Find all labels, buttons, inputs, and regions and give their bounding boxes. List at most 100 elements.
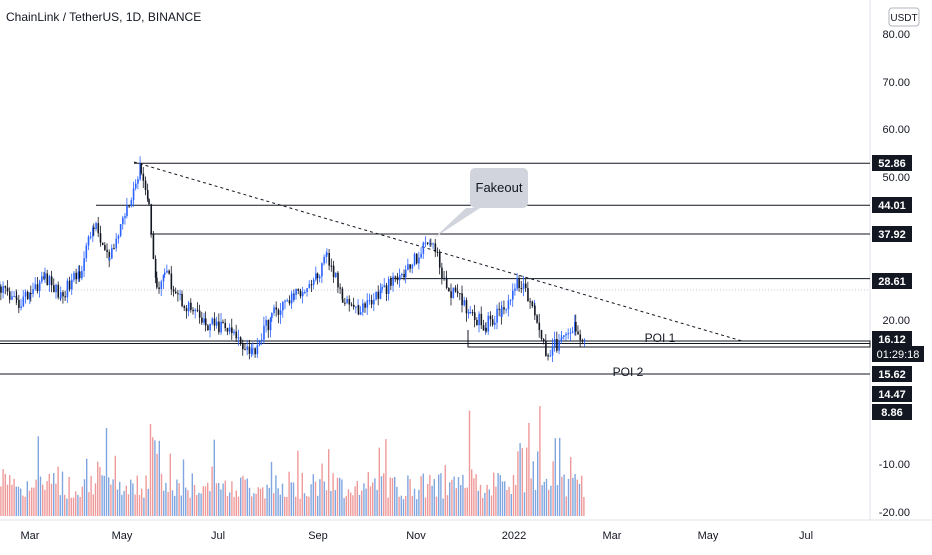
volume-bar xyxy=(471,469,473,516)
candle-body xyxy=(134,183,137,189)
candle-body xyxy=(237,337,240,339)
level-price-label: 28.61 xyxy=(878,276,906,288)
candle-body xyxy=(387,279,390,294)
candle-body xyxy=(2,286,4,293)
volume-bar xyxy=(482,497,484,516)
volume-bar xyxy=(457,477,460,516)
volume-bar xyxy=(53,473,55,516)
candle-body xyxy=(540,329,543,339)
volume-bar xyxy=(86,458,88,516)
level-price-tag xyxy=(872,404,912,420)
candle-body xyxy=(258,341,261,346)
candle-body xyxy=(244,349,246,351)
volume-bar xyxy=(508,486,510,516)
candle-body xyxy=(108,251,111,261)
chart-title: ChainLink / TetherUS, 1D, BINANCE xyxy=(6,10,202,24)
volume-bar xyxy=(279,494,281,516)
candle-body xyxy=(512,290,514,300)
volume-bar xyxy=(541,485,543,516)
volume-bar xyxy=(189,497,191,516)
volume-bar xyxy=(559,437,561,516)
candle-body xyxy=(148,199,150,205)
volume-bar xyxy=(504,481,506,516)
volume-bar xyxy=(411,495,413,516)
volume-bar xyxy=(479,484,482,516)
volume-bar xyxy=(400,495,402,516)
candle-body xyxy=(203,318,205,323)
candle-body xyxy=(71,279,73,290)
level-price-label: 15.62 xyxy=(878,369,906,381)
currency-badge[interactable] xyxy=(888,7,920,27)
volume-bar xyxy=(332,473,334,516)
candle-body xyxy=(4,286,7,288)
candle-body xyxy=(350,304,353,306)
candle-body xyxy=(68,280,71,290)
candle-body xyxy=(160,281,163,289)
y-tick-label: 20.00 xyxy=(882,315,910,327)
x-tick-label: May xyxy=(698,530,719,542)
volume-bar xyxy=(383,473,385,516)
candle-body xyxy=(213,318,216,326)
volume-bar xyxy=(308,496,310,516)
candle-body xyxy=(48,276,51,285)
volume-bar xyxy=(374,478,376,516)
volume-bar xyxy=(57,466,59,516)
candle-body xyxy=(478,313,480,326)
volume-bar xyxy=(268,487,270,516)
level-price-label: 52.86 xyxy=(878,158,906,170)
volume-bar xyxy=(154,440,156,516)
volume-bar xyxy=(242,475,244,516)
candle-body xyxy=(501,307,503,317)
volume-bar xyxy=(321,463,323,516)
volume-bar xyxy=(420,476,422,516)
volume-bar xyxy=(68,476,70,516)
candle-body xyxy=(312,279,315,285)
candle-body xyxy=(518,278,520,288)
candle-body xyxy=(379,289,382,299)
volume-bar xyxy=(119,481,121,516)
volume-bar xyxy=(156,453,158,516)
candle-body xyxy=(308,284,311,289)
volume-bar xyxy=(31,487,33,516)
candle-body xyxy=(34,284,37,290)
candle-body xyxy=(288,300,291,304)
volume-bar xyxy=(167,491,169,516)
volume-bar xyxy=(554,438,556,516)
candle-body xyxy=(316,273,319,279)
candle-body xyxy=(577,331,579,335)
volume-bar xyxy=(202,486,204,516)
candle-body xyxy=(115,238,118,249)
candle-body xyxy=(411,264,414,269)
candle-body xyxy=(293,294,295,300)
volume-bar xyxy=(358,494,361,516)
volume-bar xyxy=(72,497,75,516)
volume-bar xyxy=(376,489,378,516)
candle-body xyxy=(8,291,11,300)
volume-bar xyxy=(130,479,132,516)
candle-body xyxy=(583,339,586,341)
candle-body xyxy=(326,253,328,255)
volume-bar xyxy=(114,455,116,516)
candle-body xyxy=(228,327,231,332)
volume-bar xyxy=(475,474,477,516)
candle-body xyxy=(452,287,455,298)
candle-body xyxy=(485,327,487,332)
volume-bar xyxy=(226,495,229,516)
volume-bar xyxy=(319,479,321,516)
candle-body xyxy=(394,276,397,278)
candle-body xyxy=(569,332,572,334)
candle-body xyxy=(248,346,251,354)
volume-bar xyxy=(237,496,240,516)
volume-bar xyxy=(323,481,325,516)
volume-bar xyxy=(317,495,319,516)
volume-bar xyxy=(545,478,548,516)
candle-body xyxy=(36,284,39,292)
y-tick-label: 70.00 xyxy=(882,77,910,89)
candle-body xyxy=(491,319,494,325)
candle-body xyxy=(269,318,272,331)
volume-bar xyxy=(180,495,182,516)
volume-bar xyxy=(105,428,108,516)
volume-bar xyxy=(211,466,213,516)
candle-body xyxy=(224,322,227,329)
